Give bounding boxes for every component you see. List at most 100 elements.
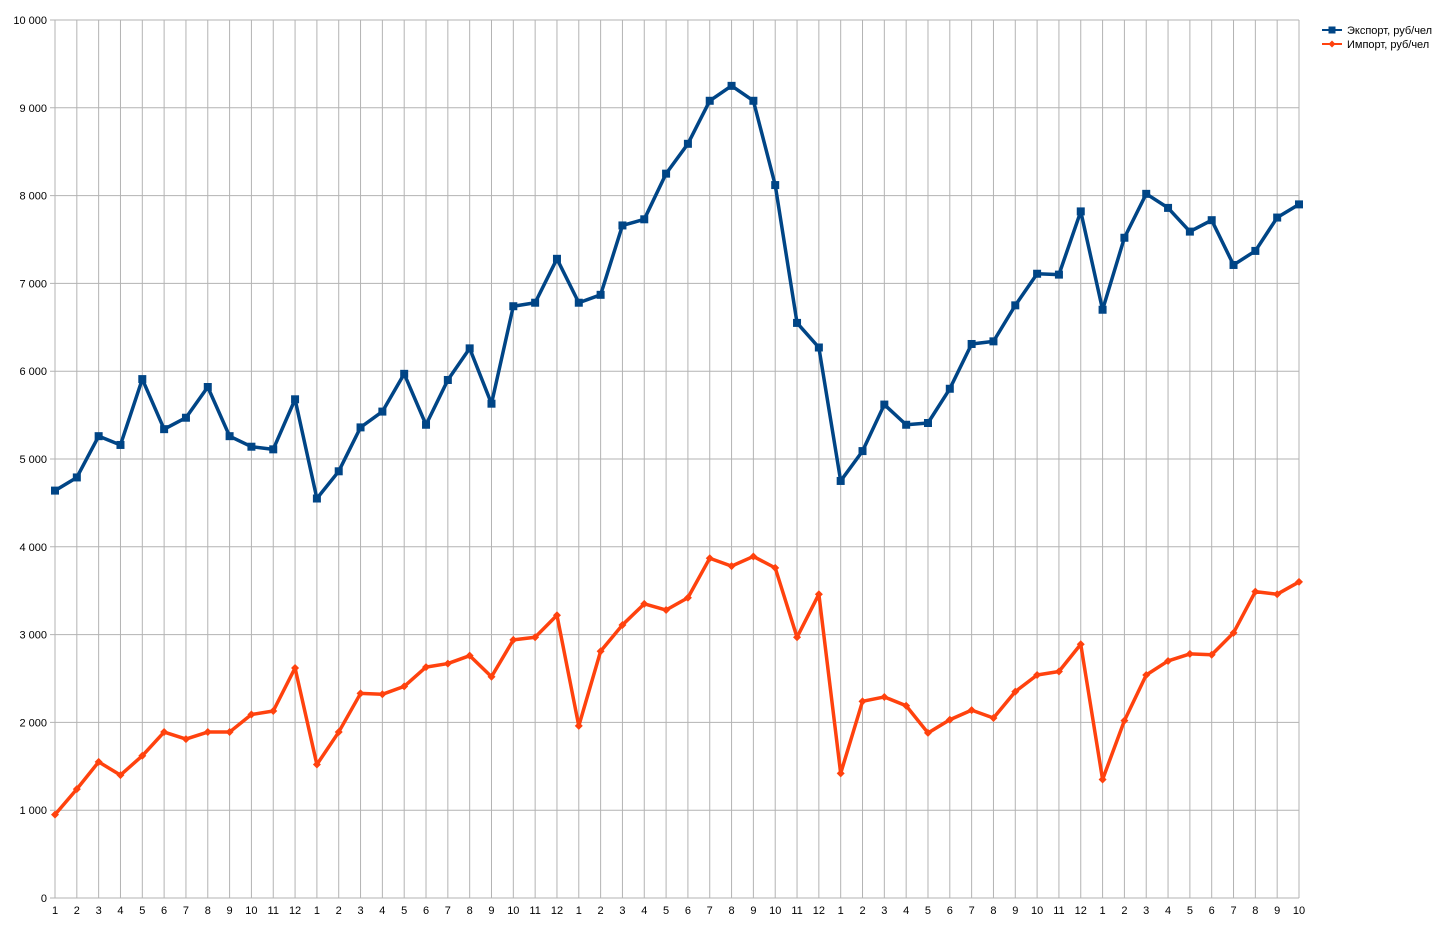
x-tick-label: 1	[576, 905, 582, 917]
x-tick-label: 4	[903, 905, 909, 917]
data-point	[1295, 577, 1303, 586]
data-point	[509, 302, 518, 311]
x-tick-label: 6	[1209, 905, 1215, 917]
data-point	[1185, 227, 1194, 236]
data-point	[727, 562, 736, 571]
x-tick-label: 2	[1121, 905, 1127, 917]
x-tick-label: 5	[1187, 905, 1193, 917]
data-point	[640, 215, 649, 224]
data-point	[1098, 775, 1107, 784]
data-point	[116, 440, 125, 449]
series-group	[51, 81, 1303, 819]
x-tick-label: 11	[791, 905, 802, 917]
data-point	[1229, 628, 1238, 637]
x-tick-label: 8	[1252, 905, 1258, 917]
data-point	[203, 728, 212, 737]
data-point	[378, 690, 387, 699]
x-tick-label: 4	[117, 905, 123, 917]
x-tick-label: 7	[1230, 905, 1236, 917]
x-tick-label: 11	[268, 905, 279, 917]
data-point	[356, 689, 365, 698]
x-tick-label: 8	[990, 905, 996, 917]
grid	[50, 19, 1300, 899]
data-point	[400, 682, 409, 691]
legend: Экспорт, руб/чел Импорт, руб/чел	[1322, 25, 1432, 51]
data-point	[814, 343, 823, 352]
x-tick-label: 6	[423, 905, 429, 917]
data-point	[531, 633, 540, 642]
data-point	[203, 383, 212, 392]
data-point	[989, 714, 998, 723]
data-point	[312, 760, 321, 769]
data-point	[683, 593, 692, 602]
x-tick-label: 1	[52, 905, 58, 917]
data-point	[858, 697, 867, 706]
data-point	[116, 771, 125, 780]
data-point	[291, 395, 300, 404]
data-point	[945, 384, 954, 393]
data-point	[596, 647, 605, 656]
x-tick-label: 4	[641, 905, 647, 917]
data-point	[967, 339, 976, 348]
data-point	[138, 375, 147, 384]
data-point	[465, 344, 474, 353]
data-point	[1054, 667, 1063, 676]
x-tick-label: 10	[507, 905, 519, 917]
data-point	[531, 298, 540, 307]
x-tick-label: 6	[947, 905, 953, 917]
x-tick-label: 7	[969, 905, 975, 917]
y-tick-label: 9 000	[19, 103, 47, 115]
data-point	[138, 751, 147, 760]
x-tick-label: 3	[881, 905, 887, 917]
x-tick-label: 5	[139, 905, 145, 917]
x-tick-label: 5	[401, 905, 407, 917]
x-tick-label: 8	[205, 905, 211, 917]
data-point	[465, 651, 474, 660]
x-tick-label: 3	[96, 905, 102, 917]
data-point	[181, 413, 190, 422]
y-tick-label: 10 000	[13, 15, 47, 27]
data-point	[836, 769, 845, 778]
y-axis-ticks: 0 1 000 2 000 3 000 4 000 5 000 6 000 7 000 8 00…	[13, 15, 47, 905]
x-tick-label: 3	[1143, 905, 1149, 917]
x-tick-label: 12	[813, 905, 825, 917]
data-point	[1251, 246, 1260, 255]
y-tick-label: 4 000	[19, 542, 47, 554]
x-tick-label: 9	[227, 905, 233, 917]
x-tick-label: 6	[685, 905, 691, 917]
data-point	[705, 554, 714, 563]
x-tick-label: 3	[619, 905, 625, 917]
x-tick-label: 2	[859, 905, 865, 917]
data-point	[705, 96, 714, 105]
data-point	[793, 318, 802, 327]
x-tick-label: 11	[529, 905, 540, 917]
data-point	[94, 757, 103, 766]
x-tick-label: 7	[707, 905, 713, 917]
data-point	[574, 721, 583, 730]
data-point	[771, 563, 780, 572]
data-point	[334, 728, 343, 737]
data-point	[923, 728, 932, 737]
data-point	[400, 369, 409, 378]
x-tick-label: 9	[488, 905, 494, 917]
data-point	[1273, 213, 1282, 222]
y-tick-label: 6 000	[19, 366, 47, 378]
legend-marker	[1328, 40, 1336, 48]
series-1	[51, 81, 1303, 503]
data-point	[181, 735, 190, 744]
data-point	[291, 663, 300, 672]
data-point	[1207, 216, 1216, 225]
data-point	[334, 467, 343, 476]
legend-label: Экспорт, руб/чел	[1347, 25, 1432, 37]
data-point	[836, 476, 845, 485]
x-tick-label: 9	[1274, 905, 1280, 917]
y-tick-label: 0	[41, 893, 47, 905]
data-point	[771, 181, 780, 190]
x-tick-label: 5	[663, 905, 669, 917]
x-tick-label: 12	[289, 905, 301, 917]
data-point	[662, 169, 671, 178]
x-tick-label: 6	[161, 905, 167, 917]
data-point	[989, 337, 998, 346]
data-point	[378, 407, 387, 416]
